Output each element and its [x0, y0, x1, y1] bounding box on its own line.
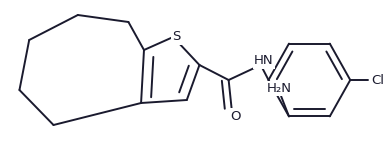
Text: O: O	[230, 109, 241, 122]
Text: Cl: Cl	[371, 73, 383, 86]
Text: HN: HN	[254, 55, 273, 67]
Text: H₂N: H₂N	[267, 82, 292, 95]
Text: S: S	[172, 31, 180, 44]
